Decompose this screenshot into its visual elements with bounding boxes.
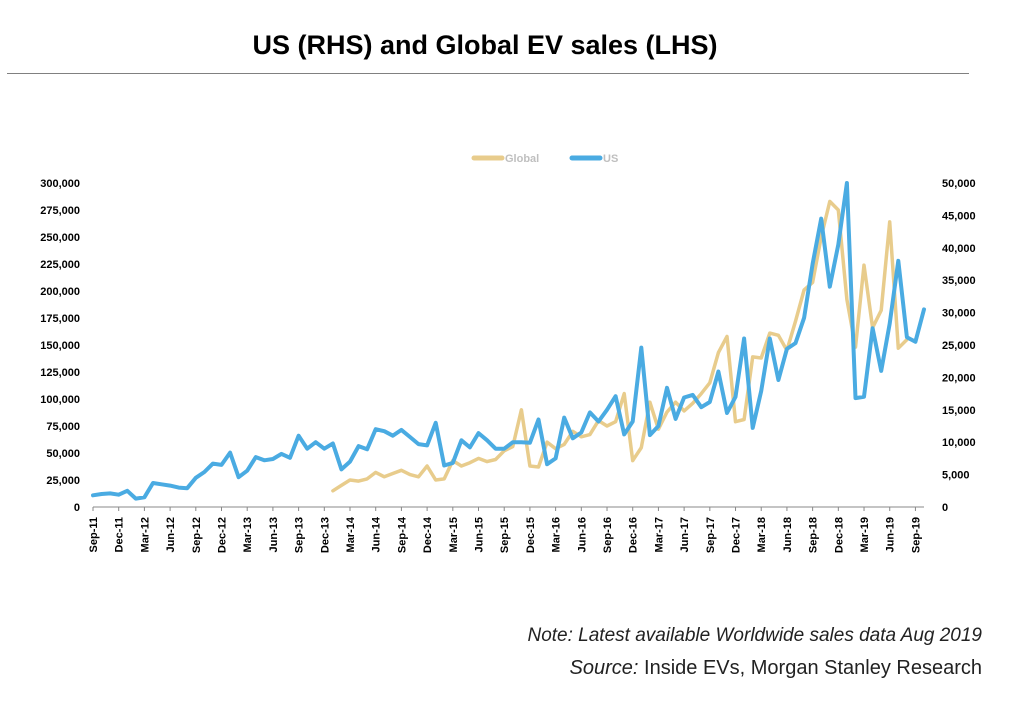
- left-axis-tick-label: 275,000: [40, 205, 80, 217]
- left-axis-tick-label: 25,000: [46, 475, 80, 487]
- x-axis-tick-label: Sep-12: [191, 517, 203, 553]
- source-label: Source:: [569, 657, 639, 679]
- x-axis-tick-label: Jun-17: [679, 517, 691, 552]
- right-axis-tick-label: 35,000: [942, 275, 976, 287]
- legend-us-label: US: [603, 153, 618, 165]
- x-axis-tick-label: Dec-14: [422, 516, 434, 553]
- x-axis-tick-label: Mar-14: [345, 516, 357, 552]
- x-axis-tick-label: Sep-14: [396, 516, 408, 553]
- series-line-global: [331, 199, 909, 493]
- series-line-us: [91, 181, 926, 501]
- source-text: Source: Inside EVs, Morgan Stanley Resea…: [570, 657, 982, 680]
- right-axis-tick-label: 10,000: [942, 437, 976, 449]
- x-axis-tick-label: Mar-15: [448, 517, 460, 552]
- x-axis-tick-label: Mar-13: [242, 517, 254, 552]
- right-axis-tick-label: 25,000: [942, 340, 976, 352]
- right-axis-tick-label: 15,000: [942, 405, 976, 417]
- x-axis-tick-label: Dec-17: [731, 517, 743, 553]
- left-axis-tick-label: 0: [74, 502, 80, 514]
- x-axis: Sep-11 Dec-11 Mar-12 Jun-12 Sep-12 Dec-12 Mar-…: [88, 507, 922, 553]
- x-axis-tick-label: Mar-16: [551, 517, 563, 552]
- x-axis-tick-label: Sep-19: [910, 517, 922, 553]
- left-axis-tick-label: 50,000: [46, 448, 80, 460]
- x-axis-tick-label: Dec-12: [217, 517, 229, 553]
- right-axis: 0 5,000 10,000 15,000 20,000 25,000 30,000 35,0…: [942, 178, 976, 514]
- x-axis-tick-label: Dec-11: [114, 517, 126, 552]
- chart-title: US (RHS) and Global EV sales (LHS): [252, 30, 718, 60]
- x-axis-tick-label: Jun-12: [165, 517, 177, 552]
- left-axis-tick-label: 75,000: [46, 421, 80, 433]
- source-value: Inside EVs, Morgan Stanley Research: [638, 657, 982, 679]
- x-axis-tick-label: Sep-17: [705, 517, 717, 553]
- left-axis-tick-label: 300,000: [40, 178, 80, 190]
- x-axis-tick-label: Sep-15: [499, 517, 511, 553]
- x-axis-tick-label: Jun-18: [782, 517, 794, 552]
- left-axis-tick-label: 175,000: [40, 313, 80, 325]
- left-axis-tick-label: 200,000: [40, 286, 80, 298]
- ev-sales-chart: 0 25,000 50,000 75,000 100,000 125,000 150,000…: [40, 153, 976, 553]
- plot-area: [91, 181, 926, 501]
- left-axis-tick-label: 250,000: [40, 232, 80, 244]
- right-axis-tick-label: 30,000: [942, 308, 976, 320]
- x-axis-tick-label: Jun-14: [371, 516, 383, 552]
- x-axis-tick-label: Sep-11: [88, 517, 100, 552]
- x-axis-tick-label: Sep-16: [602, 517, 614, 553]
- x-axis-tick-label: Dec-13: [319, 517, 331, 553]
- right-axis-tick-label: 50,000: [942, 178, 976, 190]
- x-axis-tick-label: Mar-18: [756, 517, 768, 552]
- right-axis-tick-label: 5,000: [942, 470, 970, 482]
- legend: Global US: [471, 153, 618, 165]
- right-axis-tick-label: 0: [942, 502, 948, 514]
- left-axis-tick-label: 125,000: [40, 367, 80, 379]
- x-axis-tick-label: Dec-16: [628, 517, 640, 553]
- right-axis-tick-label: 40,000: [942, 243, 976, 255]
- x-axis-tick-label: Mar-19: [859, 517, 871, 552]
- x-axis-tick-label: Sep-13: [294, 517, 306, 553]
- right-axis-tick-label: 20,000: [942, 372, 976, 384]
- x-axis-tick-label: Jun-19: [885, 517, 897, 552]
- x-axis-tick-label: Jun-16: [576, 517, 588, 552]
- x-axis-tick-label: Jun-13: [268, 517, 280, 552]
- left-axis-tick-label: 150,000: [40, 340, 80, 352]
- left-axis: 0 25,000 50,000 75,000 100,000 125,000 150,000…: [40, 178, 80, 514]
- x-axis-tick-label: Mar-17: [653, 517, 665, 552]
- left-axis-tick-label: 100,000: [40, 394, 80, 406]
- x-axis-tick-label: Jun-15: [474, 517, 486, 552]
- left-axis-tick-label: 225,000: [40, 259, 80, 271]
- title-divider: [7, 73, 969, 74]
- right-axis-tick-label: 45,000: [942, 210, 976, 222]
- x-axis-tick-label: Mar-12: [139, 517, 151, 552]
- note-text: Note: Latest available Worldwide sales d…: [527, 625, 982, 646]
- legend-global-label: Global: [505, 153, 539, 165]
- x-axis-tick-label: Dec-15: [525, 517, 537, 553]
- x-axis-tick-label: Sep-18: [808, 517, 820, 553]
- x-axis-tick-label: Dec-18: [833, 517, 845, 553]
